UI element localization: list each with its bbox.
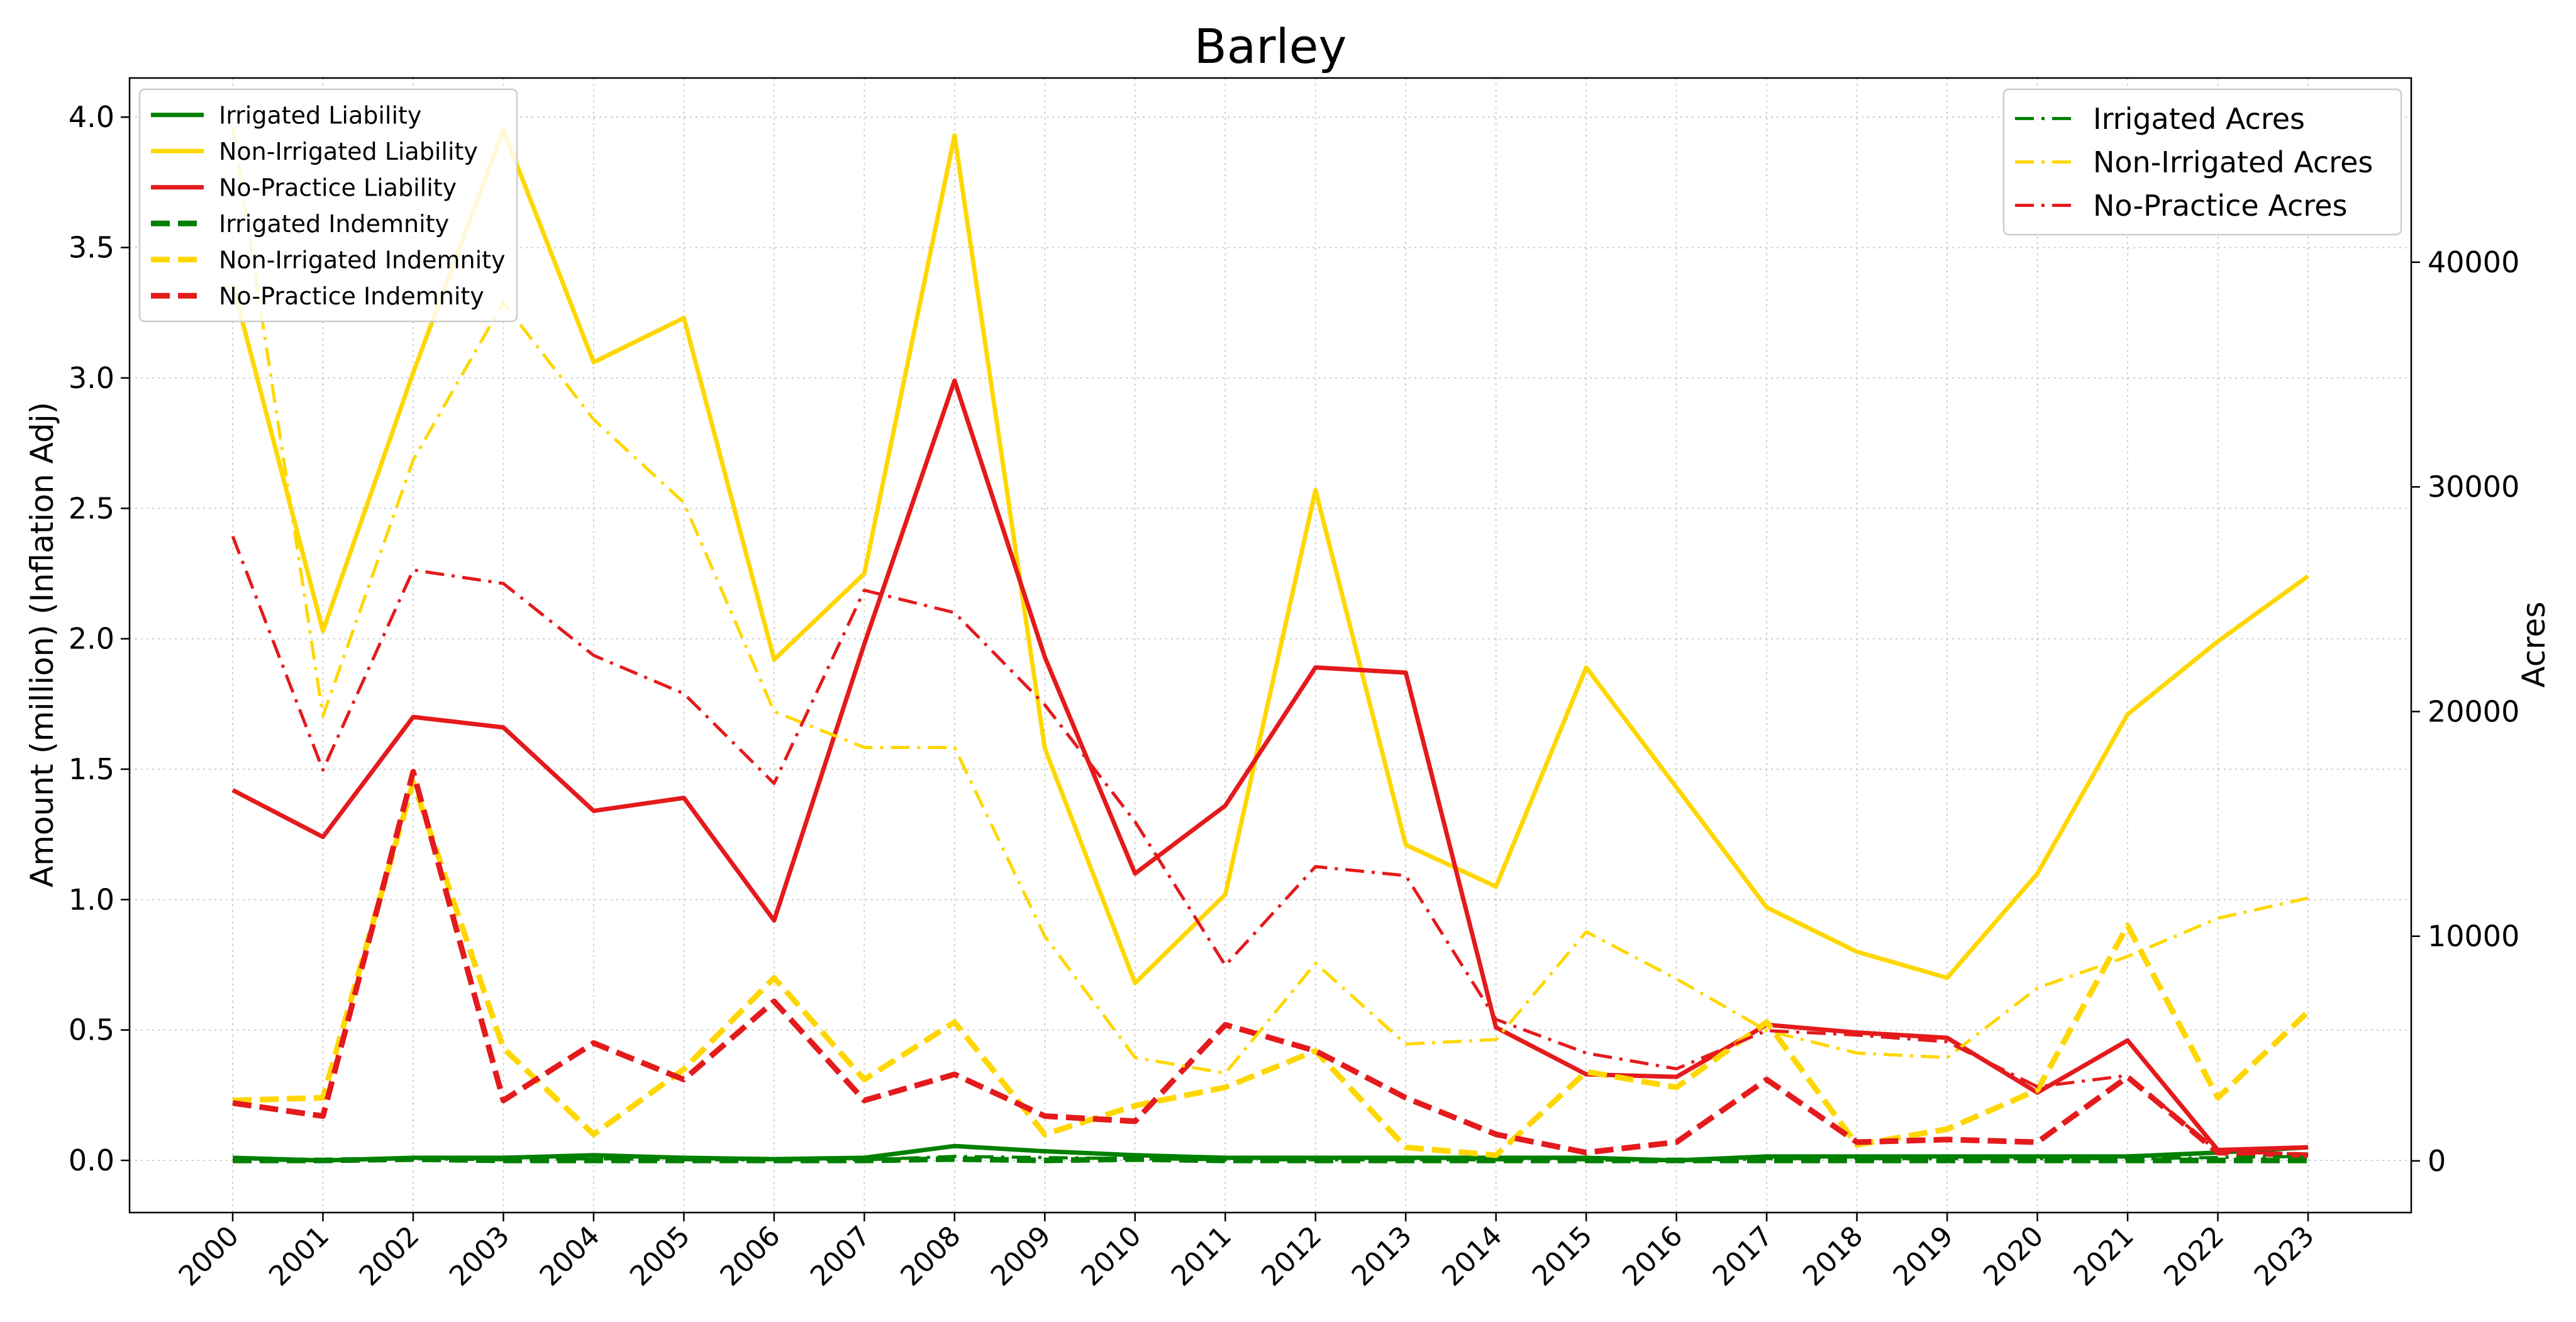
series-line-no-practice-indemnity bbox=[232, 769, 2309, 1158]
y-tick-label: 1.0 bbox=[69, 882, 114, 916]
legend-left: Irrigated Liability Non-Irrigated Liabili… bbox=[138, 88, 518, 323]
legend-label: No-Practice Liability bbox=[219, 174, 457, 201]
y2-tick-label: 0 bbox=[2428, 1144, 2446, 1178]
series-line-no-practice-acres bbox=[231, 535, 2309, 1156]
y-axis-label: Amount (million) (Inflation Adj) bbox=[24, 402, 60, 887]
legend-label: Non-Irrigated Liability bbox=[219, 138, 478, 165]
y2-tick-label: 30000 bbox=[2428, 470, 2519, 504]
y-tick-label: 3.5 bbox=[69, 231, 114, 265]
legend-label: Non-Irrigated Indemnity bbox=[219, 246, 506, 274]
legend-label: Irrigated Liability bbox=[219, 101, 421, 129]
series-line-irrigated-indemnity bbox=[233, 1156, 2308, 1164]
y-tick-label: 1.5 bbox=[69, 752, 114, 786]
chart-title: Barley bbox=[1194, 18, 1347, 74]
y-tick-label: 0.5 bbox=[69, 1013, 114, 1047]
legend-box bbox=[138, 88, 518, 323]
series-line-irrigated-acres bbox=[232, 1155, 2309, 1163]
plot-frame bbox=[128, 77, 2412, 1214]
y2-tick-label: 40000 bbox=[2428, 245, 2519, 279]
y-tick-label: 0.0 bbox=[69, 1143, 114, 1177]
series-line-non-irrigated-liability bbox=[230, 128, 2310, 986]
y2-axis-label: Acres bbox=[2516, 601, 2552, 687]
legend-label: Irrigated Indemnity bbox=[219, 210, 449, 238]
y-tick-label: 3.0 bbox=[69, 361, 114, 395]
legend-label: Non-Irrigated Acres bbox=[2093, 145, 2373, 179]
legend-label: No-Practice Indemnity bbox=[219, 282, 484, 310]
series-lines bbox=[230, 127, 2311, 1164]
legend-box bbox=[2002, 88, 2402, 236]
y-tick-label: 2.5 bbox=[69, 491, 114, 525]
y2-tick-label: 10000 bbox=[2428, 919, 2519, 953]
series-line-non-irrigated-indemnity bbox=[232, 779, 2311, 1158]
series-line-non-irrigated-acres bbox=[231, 127, 2309, 1075]
y-tick-label: 2.0 bbox=[69, 622, 114, 656]
legend-label: No-Practice Acres bbox=[2093, 189, 2347, 223]
legend-right: Irrigated Acres Non-Irrigated Acres No-Pra… bbox=[2002, 88, 2402, 236]
y-tick-label: 4.0 bbox=[69, 100, 114, 134]
legend-label: Irrigated Acres bbox=[2093, 102, 2305, 136]
y2-tick-label: 20000 bbox=[2428, 694, 2519, 728]
